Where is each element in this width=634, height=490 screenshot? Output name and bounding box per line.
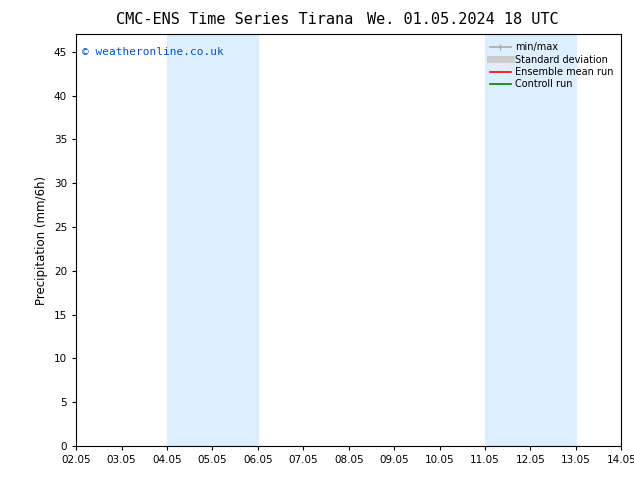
Text: We. 01.05.2024 18 UTC: We. 01.05.2024 18 UTC xyxy=(367,12,559,27)
Text: © weatheronline.co.uk: © weatheronline.co.uk xyxy=(82,47,223,57)
Legend: min/max, Standard deviation, Ensemble mean run, Controll run: min/max, Standard deviation, Ensemble me… xyxy=(487,39,616,92)
Bar xyxy=(167,34,258,446)
Y-axis label: Precipitation (mm/6h): Precipitation (mm/6h) xyxy=(36,175,48,305)
Text: CMC-ENS Time Series Tirana: CMC-ENS Time Series Tirana xyxy=(116,12,353,27)
Bar xyxy=(485,34,576,446)
